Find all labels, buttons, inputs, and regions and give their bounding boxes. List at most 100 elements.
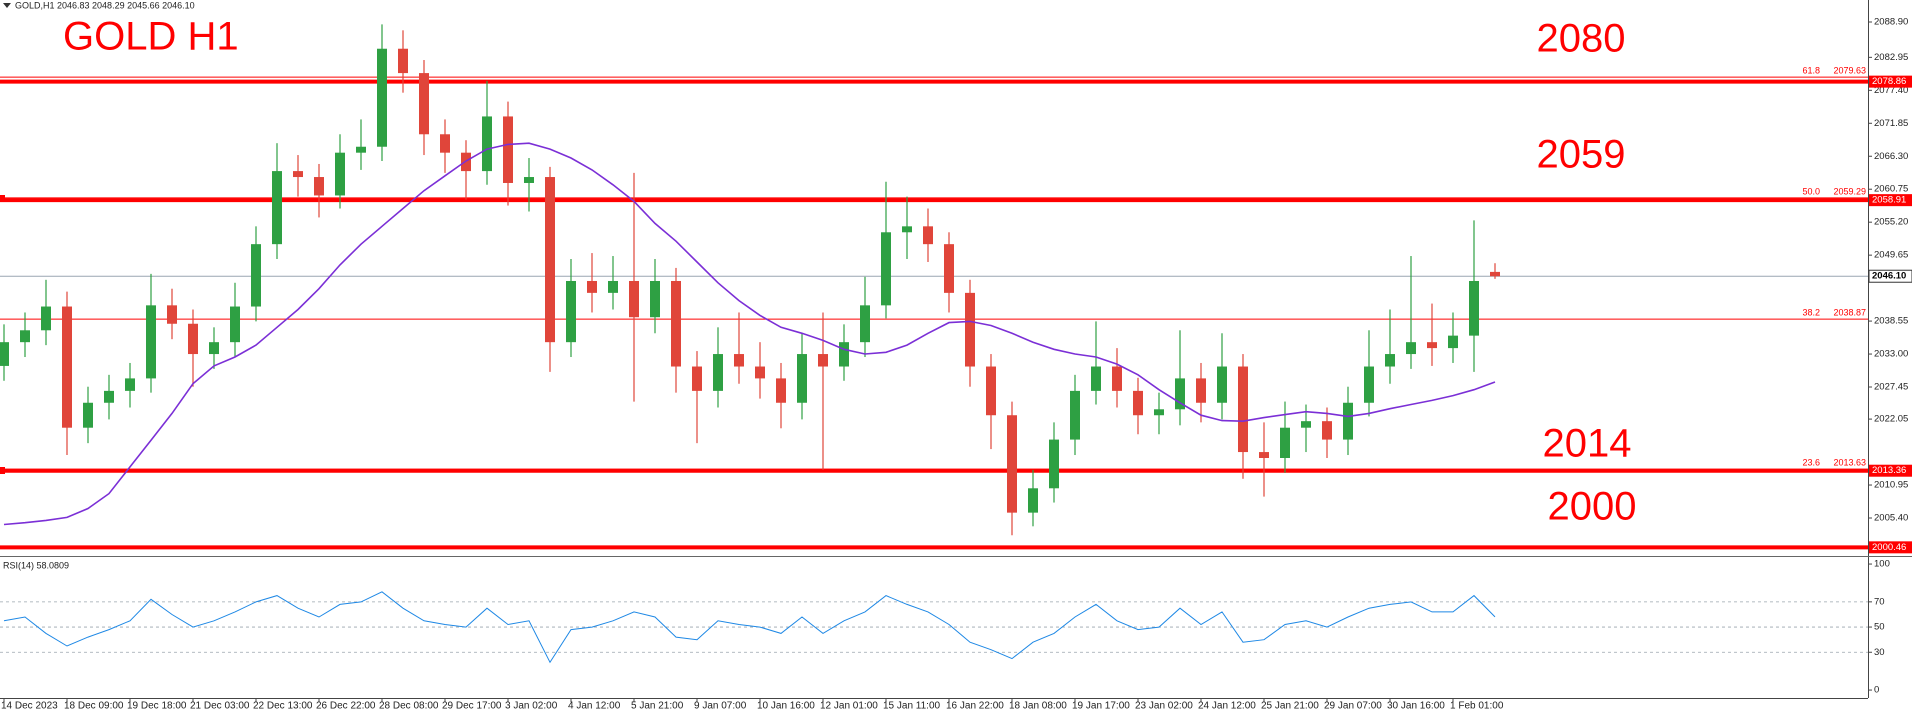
candle-body	[944, 244, 954, 293]
candle-body	[881, 232, 891, 306]
candle-body	[1469, 280, 1479, 336]
level-price-box	[1869, 194, 1912, 207]
y-tick-label: 2038.55	[1874, 316, 1908, 327]
y-tick-label: 2049.65	[1874, 250, 1908, 261]
x-tick-label: 10 Jan 16:00	[757, 701, 815, 712]
level-annotation: 2014	[1543, 422, 1632, 466]
candle-body	[482, 116, 492, 172]
x-tick-label: 19 Jan 17:00	[1072, 701, 1130, 712]
candle-body	[1091, 366, 1101, 391]
candle-body	[209, 342, 219, 355]
y-tick-label: 2077.40	[1874, 85, 1908, 96]
candle-body	[923, 226, 933, 245]
y-tick-label: 2088.90	[1874, 17, 1908, 28]
candle-body	[1364, 366, 1374, 403]
candle-body	[20, 330, 30, 343]
candle-body	[1112, 366, 1122, 391]
current-price-box	[1868, 269, 1912, 283]
y-tick-label: 2055.20	[1874, 217, 1908, 228]
candle-body	[419, 73, 429, 135]
x-tick-label: 14 Dec 2023	[1, 701, 58, 712]
y-tick-label: 0	[1874, 685, 1879, 696]
candle-body	[1427, 342, 1437, 349]
candle-body	[104, 390, 114, 403]
x-tick-label: 4 Jan 12:00	[568, 701, 621, 712]
x-tick-label: 25 Jan 21:00	[1261, 701, 1319, 712]
candle-body	[1301, 421, 1311, 428]
level-price-box	[1869, 75, 1912, 88]
y-tick-label: 50	[1874, 622, 1885, 633]
x-tick-label: 29 Jan 07:00	[1324, 701, 1382, 712]
x-tick-label: 29 Dec 17:00	[442, 701, 502, 712]
x-tick-label: 24 Jan 12:00	[1198, 701, 1256, 712]
candle-body	[1007, 415, 1017, 513]
x-tick-label: 28 Dec 08:00	[379, 701, 439, 712]
level-price-box	[1869, 464, 1912, 477]
x-tick-label: 18 Jan 08:00	[1009, 701, 1067, 712]
candle-body	[797, 354, 807, 403]
fib-ratio: 61.8	[1802, 65, 1820, 75]
moving-average	[3, 142, 1496, 526]
candle-body	[293, 171, 303, 178]
x-tick-label: 18 Dec 09:00	[64, 701, 124, 712]
candle-body	[1175, 378, 1185, 410]
fib-ratio: 23.6	[1802, 457, 1820, 467]
x-tick-label: 26 Dec 22:00	[316, 701, 376, 712]
x-tick-label: 12 Jan 01:00	[820, 701, 878, 712]
x-tick-label: 21 Dec 03:00	[190, 701, 250, 712]
x-tick-label: 5 Jan 21:00	[631, 701, 684, 712]
candle-body	[566, 280, 576, 343]
x-tick-label: 15 Jan 11:00	[883, 701, 941, 712]
fib-price: 2013.63	[1833, 457, 1866, 467]
candle-body	[1133, 390, 1143, 416]
level-price-label: 2078.86	[1872, 76, 1906, 87]
level-annotation: 2059	[1537, 133, 1626, 177]
fib-ratio: 50.0	[1802, 186, 1820, 196]
candle-body	[146, 305, 156, 379]
candle-body	[356, 146, 366, 153]
candle-body	[650, 280, 660, 318]
candle-body	[1448, 335, 1458, 349]
y-tick-label: 2033.00	[1874, 349, 1908, 360]
menu-triangle[interactable]	[3, 3, 11, 8]
candle-body	[335, 152, 345, 196]
candle-body	[902, 226, 912, 233]
candle-body	[1280, 427, 1290, 458]
candle-body	[167, 305, 177, 324]
x-tick-label: 23 Jan 02:00	[1135, 701, 1193, 712]
level-price-box	[1869, 541, 1912, 554]
candle-body	[1196, 378, 1206, 403]
y-tick-label: 2005.40	[1874, 513, 1908, 524]
candle-body	[524, 177, 534, 183]
candle-body	[755, 366, 765, 379]
candle-body	[83, 402, 93, 428]
x-tick-label: 30 Jan 16:00	[1387, 701, 1445, 712]
level-price-label: 2013.36	[1872, 465, 1906, 476]
y-tick-label: 2010.95	[1874, 480, 1908, 491]
candle-body	[1028, 488, 1038, 513]
candle-body	[41, 306, 51, 331]
fib-price: 2059.29	[1833, 186, 1866, 196]
fib-ratio: 38.2	[1802, 308, 1820, 318]
candle-body	[608, 280, 618, 293]
candle-body	[818, 354, 828, 367]
candle-body	[377, 48, 387, 147]
y-tick-label: 2066.30	[1874, 151, 1908, 162]
candle-body	[62, 306, 72, 428]
candle-body	[1385, 354, 1395, 367]
candle-body	[230, 306, 240, 343]
candle-body	[188, 323, 198, 355]
y-tick-label: 100	[1874, 559, 1890, 570]
x-tick-label: 19 Dec 18:00	[127, 701, 187, 712]
candle-body	[1238, 366, 1248, 453]
x-tick-label: 16 Jan 22:00	[946, 701, 1004, 712]
x-tick-label: 3 Jan 02:00	[505, 701, 558, 712]
candle-body	[0, 342, 9, 366]
candle-body	[1070, 390, 1080, 440]
rsi-line	[3, 591, 1496, 664]
fib-price: 2079.63	[1833, 65, 1866, 75]
y-tick-label: 2071.85	[1874, 118, 1908, 129]
